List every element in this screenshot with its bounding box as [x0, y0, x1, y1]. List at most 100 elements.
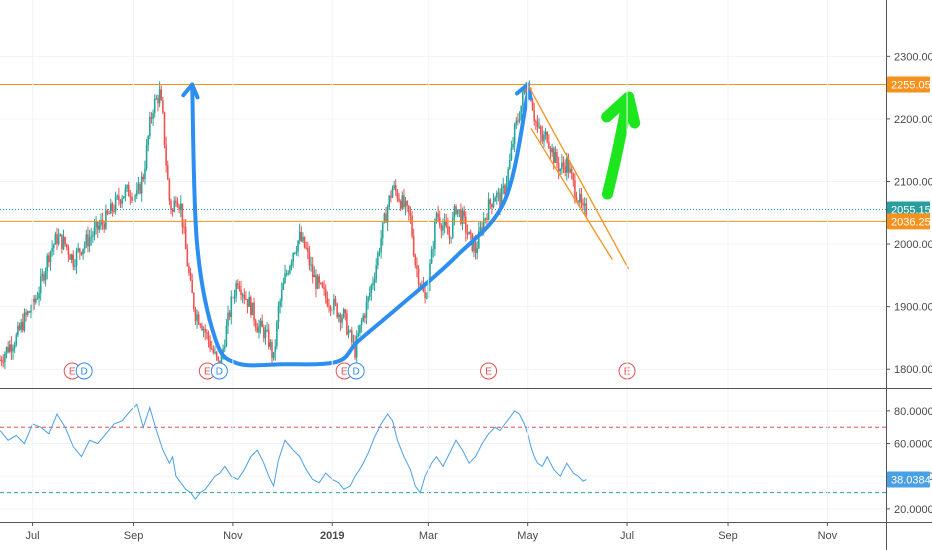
cup-pattern-curve[interactable]: [190, 82, 530, 368]
green-up-arrow[interactable]: [601, 99, 633, 200]
candle-body: [448, 234, 451, 239]
price-tag-background: [887, 76, 930, 93]
candle-body: [486, 218, 488, 220]
candle-body: [20, 321, 22, 330]
candle-body: [145, 145, 148, 169]
candle-body: [149, 117, 151, 137]
candle-body: [355, 335, 358, 358]
candle-body: [82, 248, 84, 255]
candle-body: [339, 314, 342, 323]
candle-body: [487, 199, 490, 220]
event-label: D: [216, 367, 223, 378]
dividend-event-marker[interactable]: D: [210, 362, 228, 380]
candle-body: [155, 98, 158, 100]
oscillator-value-tag[interactable]: 38.0384: [887, 471, 931, 488]
candle-body: [453, 206, 456, 218]
candle-body: [230, 296, 233, 317]
price-level-tag[interactable]: 2036.25: [887, 213, 931, 230]
candle-body: [328, 305, 330, 307]
candle-body: [520, 105, 522, 120]
candle-body: [74, 265, 76, 267]
oscillator-axis-tick-label: 20.0000: [894, 504, 932, 516]
candle-body: [56, 233, 58, 244]
time-axis-tick-label: Nov: [223, 530, 243, 542]
event-label: E: [341, 367, 348, 378]
candle-body: [469, 231, 472, 234]
candle-body: [308, 251, 311, 266]
candle-body: [513, 124, 516, 144]
candle-body: [88, 237, 91, 247]
candle-body: [153, 98, 156, 113]
candle-body: [271, 342, 273, 358]
candle-body: [179, 203, 182, 210]
candle-body: [551, 148, 553, 153]
candle-body: [394, 185, 397, 192]
oscillator-tag-label: 38.0384: [891, 475, 931, 487]
candle-body: [100, 220, 102, 226]
price-pane[interactable]: EDEDEDEE2300.002200.002100.002000.001900…: [0, 51, 932, 380]
oscillator-line[interactable]: [0, 403, 587, 500]
time-axis-tick-label: Sep: [718, 530, 738, 542]
candle-body: [290, 261, 293, 267]
candle-body: [346, 313, 348, 335]
candle-body: [321, 282, 324, 288]
candle-body: [245, 298, 247, 300]
candle-body: [533, 110, 536, 122]
dividend-event-marker[interactable]: D: [75, 362, 93, 380]
candle-body: [223, 346, 226, 349]
price-level-tag[interactable]: 2255.05: [887, 76, 931, 93]
candle-body: [507, 168, 509, 184]
candle-body: [567, 157, 570, 173]
candle-body: [202, 329, 205, 331]
candle-body: [150, 117, 153, 119]
candle-body: [344, 309, 347, 314]
candle-body: [393, 185, 395, 188]
candle-body: [280, 289, 283, 301]
candle-body: [562, 162, 565, 167]
candle-body: [12, 348, 14, 352]
candle-body: [217, 356, 220, 361]
candle-body: [450, 237, 452, 239]
candle-body: [136, 190, 138, 196]
candle-body: [259, 320, 262, 326]
candle-body: [28, 311, 31, 313]
candle-body: [279, 300, 281, 307]
candle-body: [256, 327, 259, 333]
candle-body: [292, 253, 294, 262]
time-axis[interactable]: Jul Sep Nov 2019 Mar May Jul Sep Nov: [26, 0, 838, 542]
oscillator-tag-background: [887, 471, 930, 488]
candle-body: [5, 347, 8, 354]
candle-body: [214, 351, 216, 353]
candle-body: [289, 266, 291, 274]
candle-body: [377, 252, 379, 266]
candle-body: [127, 185, 130, 197]
candle-body: [207, 332, 210, 341]
candle-body: [557, 163, 560, 172]
candle-body: [251, 302, 254, 316]
candle-body: [564, 166, 566, 173]
candle-body: [401, 195, 404, 209]
candle-body: [316, 276, 319, 289]
dividend-event-marker[interactable]: D: [347, 362, 365, 380]
event-label: D: [81, 367, 88, 378]
candle-body: [36, 298, 39, 300]
candle-body: [445, 220, 448, 227]
candle-body: [108, 213, 110, 215]
candle-body: [517, 120, 519, 122]
candle-body: [80, 252, 83, 255]
earnings-event-marker[interactable]: E: [480, 362, 498, 380]
candle-body: [559, 169, 562, 172]
candle-body: [62, 237, 65, 249]
wedge-lower-line[interactable]: [530, 127, 613, 261]
candle-body: [583, 203, 586, 206]
earnings-event-marker[interactable]: E: [63, 362, 81, 380]
candle-body: [295, 251, 298, 253]
candle-body: [414, 255, 417, 266]
candle-body: [92, 235, 94, 237]
candle-body: [197, 314, 200, 325]
candle-body: [254, 320, 257, 328]
wedge-upper-line[interactable]: [527, 84, 630, 270]
candle-body: [75, 250, 78, 266]
